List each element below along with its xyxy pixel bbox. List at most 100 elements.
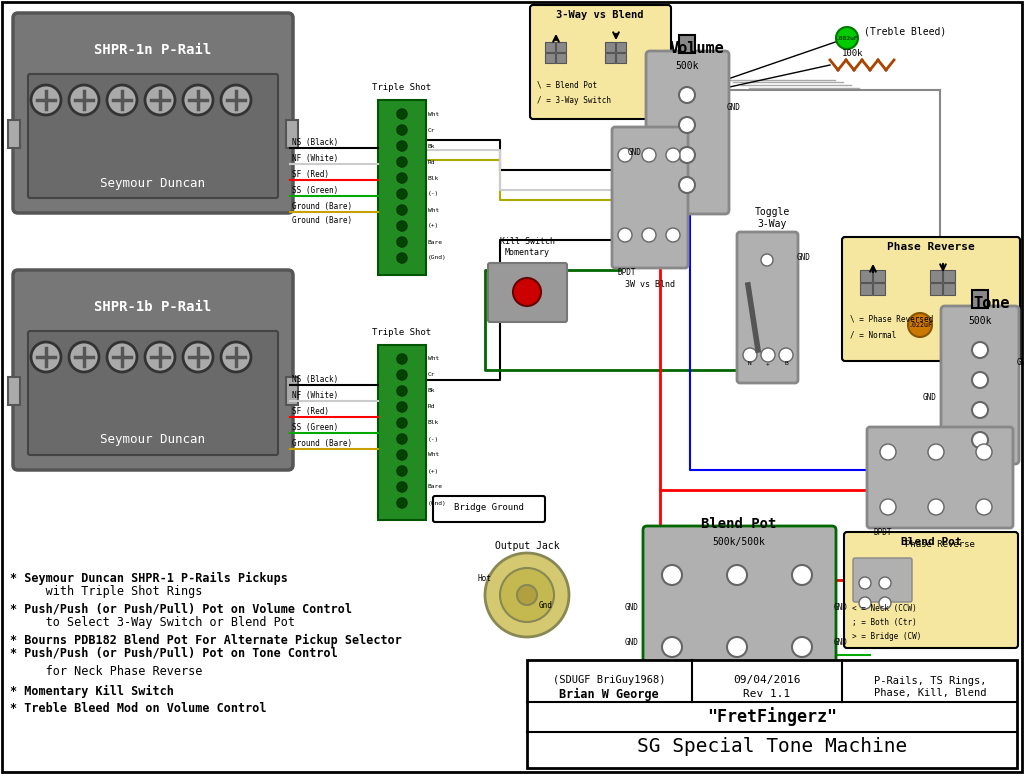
FancyBboxPatch shape (941, 306, 1019, 464)
Circle shape (972, 432, 988, 448)
Circle shape (397, 109, 407, 119)
Text: Cr: Cr (428, 372, 435, 378)
Bar (616, 42, 626, 52)
Text: Momentary: Momentary (505, 248, 550, 257)
Text: ; = Both (Ctr): ; = Both (Ctr) (852, 618, 916, 627)
Text: \ = Blend Pot: \ = Blend Pot (537, 81, 597, 90)
Bar (605, 53, 615, 63)
Circle shape (976, 499, 992, 515)
Circle shape (792, 637, 812, 657)
Circle shape (880, 499, 896, 515)
Text: Brian W George: Brian W George (559, 687, 658, 700)
Text: (Treble Bleed): (Treble Bleed) (864, 27, 946, 37)
Circle shape (397, 450, 407, 460)
Circle shape (397, 141, 407, 151)
Text: GND: GND (923, 393, 937, 402)
Text: GND: GND (834, 638, 848, 647)
Text: (+): (+) (428, 224, 439, 228)
Text: Ground (Bare): Ground (Bare) (292, 202, 352, 211)
Circle shape (880, 444, 896, 460)
Text: Wht: Wht (428, 453, 439, 457)
Circle shape (397, 354, 407, 364)
Text: Blk: Blk (428, 176, 439, 180)
Circle shape (183, 85, 213, 115)
Circle shape (928, 499, 944, 515)
Text: +: + (766, 361, 770, 366)
Bar (943, 270, 955, 282)
Text: NS (Black): NS (Black) (292, 138, 338, 147)
Text: GND: GND (625, 603, 639, 612)
Circle shape (972, 372, 988, 388)
FancyBboxPatch shape (853, 558, 912, 602)
Text: GND: GND (797, 253, 811, 262)
Circle shape (145, 85, 175, 115)
Bar (873, 283, 885, 295)
Text: Gnd: Gnd (539, 601, 553, 610)
Circle shape (397, 205, 407, 215)
Text: to Select 3-Way Switch or Blend Pot: to Select 3-Way Switch or Blend Pot (10, 616, 295, 629)
Circle shape (397, 466, 407, 476)
Text: Blk: Blk (428, 420, 439, 426)
Text: SF (Red): SF (Red) (292, 170, 329, 179)
Text: * Seymour Duncan SHPR-1 P-Rails Pickups: * Seymour Duncan SHPR-1 P-Rails Pickups (10, 572, 288, 585)
Circle shape (642, 228, 656, 242)
Text: (-): (-) (428, 437, 439, 441)
Text: Wht: Wht (428, 207, 439, 213)
Text: Cr: Cr (428, 128, 435, 132)
Text: DPDT: DPDT (874, 528, 893, 537)
Text: GND: GND (1017, 358, 1024, 367)
Text: Phase Reverse: Phase Reverse (905, 540, 975, 549)
Circle shape (397, 418, 407, 428)
Text: B: B (784, 361, 787, 366)
Text: "FretFingerz": "FretFingerz" (707, 707, 837, 727)
Text: GND: GND (628, 148, 642, 157)
FancyBboxPatch shape (530, 5, 671, 119)
Text: (+): (+) (428, 468, 439, 474)
Circle shape (106, 85, 137, 115)
Text: 500k/500k: 500k/500k (713, 537, 765, 547)
Text: SHPR-1n P-Rail: SHPR-1n P-Rail (94, 43, 212, 57)
Text: Triple Shot: Triple Shot (373, 83, 431, 92)
Circle shape (928, 444, 944, 460)
Circle shape (976, 444, 992, 460)
Circle shape (761, 254, 773, 266)
Text: Triple Shot: Triple Shot (373, 328, 431, 337)
Text: Bare: Bare (428, 485, 443, 489)
Circle shape (662, 637, 682, 657)
Circle shape (397, 482, 407, 492)
Circle shape (397, 402, 407, 412)
Text: (Gnd): (Gnd) (428, 255, 446, 261)
Text: SF (Red): SF (Red) (292, 407, 329, 416)
Text: P-Rails, TS Rings,
Phase, Kill, Blend: P-Rails, TS Rings, Phase, Kill, Blend (873, 676, 986, 698)
Bar (860, 283, 872, 295)
FancyBboxPatch shape (612, 127, 688, 268)
Circle shape (485, 553, 569, 637)
Circle shape (908, 313, 932, 337)
Circle shape (397, 237, 407, 247)
Circle shape (397, 157, 407, 167)
Text: Output Jack: Output Jack (495, 541, 559, 551)
Text: GND: GND (625, 638, 639, 647)
Text: .022uF: .022uF (908, 322, 932, 328)
Text: Seymour Duncan: Seymour Duncan (100, 433, 206, 447)
Circle shape (31, 342, 61, 372)
Circle shape (500, 568, 554, 622)
Text: (SDUGF BriGuy1968): (SDUGF BriGuy1968) (553, 675, 666, 685)
Circle shape (972, 342, 988, 358)
Circle shape (666, 148, 680, 162)
Circle shape (513, 278, 541, 306)
Circle shape (69, 85, 99, 115)
Circle shape (397, 253, 407, 263)
FancyBboxPatch shape (646, 51, 729, 214)
Circle shape (679, 177, 695, 193)
Circle shape (397, 221, 407, 231)
Text: Bare: Bare (428, 239, 443, 245)
Text: (-): (-) (428, 191, 439, 197)
Circle shape (517, 585, 537, 605)
Text: NS (Black): NS (Black) (292, 375, 338, 384)
Circle shape (397, 386, 407, 396)
FancyBboxPatch shape (488, 263, 567, 322)
Circle shape (879, 577, 891, 589)
FancyBboxPatch shape (737, 232, 798, 383)
Circle shape (743, 348, 757, 362)
